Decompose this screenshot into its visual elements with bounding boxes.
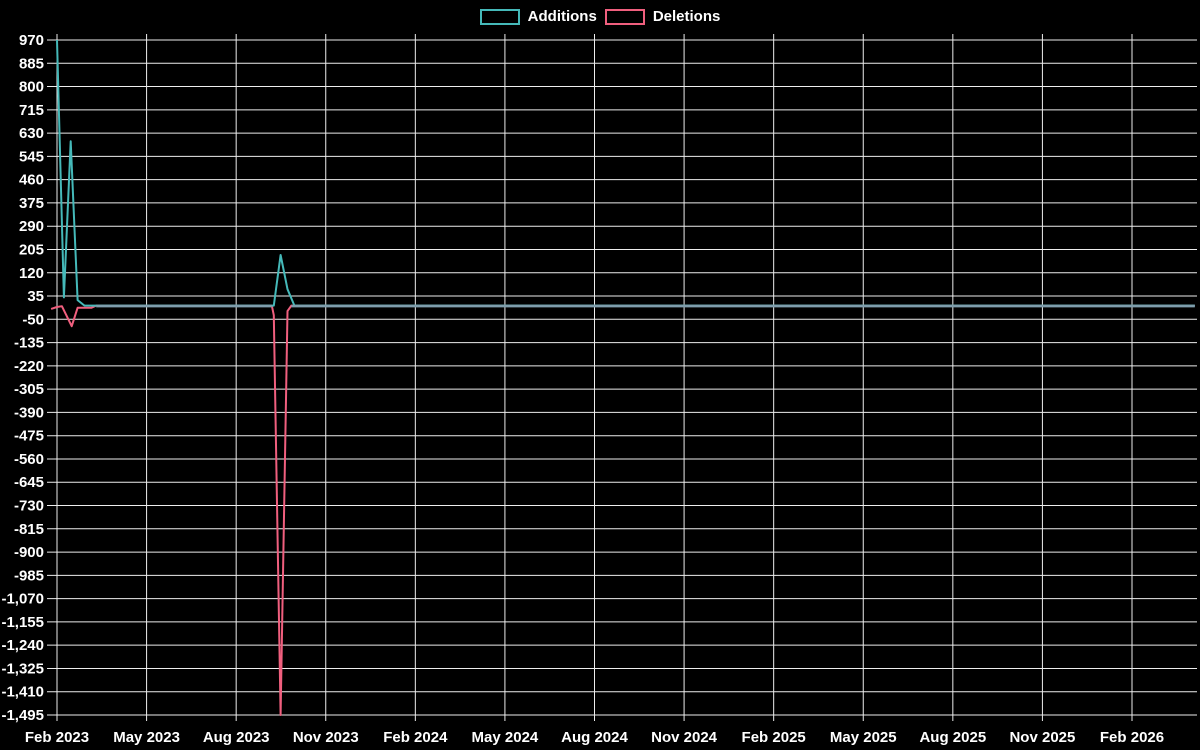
additions-legend-swatch-icon [479, 9, 520, 25]
legend-label-additions: Additions [527, 8, 597, 25]
y-axis-label: 460 [19, 172, 44, 189]
x-axis-label: Nov 2024 [651, 729, 718, 746]
x-axis-label: Feb 2025 [742, 729, 806, 746]
y-axis-label: 885 [19, 55, 44, 72]
additions-line [56, 39, 1195, 307]
y-axis-label: -900 [14, 544, 44, 561]
x-axis-label: Feb 2024 [383, 729, 448, 746]
y-axis-label: -815 [14, 521, 44, 538]
y-axis-label: 120 [19, 265, 44, 282]
y-axis-label: -305 [14, 381, 44, 398]
x-axis-label: Nov 2023 [293, 729, 359, 746]
deletions-line [50, 304, 1195, 716]
y-axis-label: -390 [14, 404, 44, 421]
x-axis-label: Feb 2023 [25, 729, 89, 746]
y-axis-label: -1,325 [1, 660, 44, 677]
legend-label-deletions: Deletions [652, 8, 721, 25]
y-axis-label: 715 [19, 102, 44, 119]
y-axis-label: 970 [19, 32, 44, 49]
x-axis-label: May 2025 [830, 729, 897, 746]
y-axis-label: -1,155 [1, 614, 44, 631]
y-axis-label: 35 [27, 288, 44, 305]
x-axis-label: Aug 2024 [561, 729, 628, 746]
y-axis-label: -1,410 [1, 684, 44, 701]
x-axis-label: Nov 2025 [1009, 729, 1075, 746]
y-axis-label: 290 [19, 218, 44, 235]
y-axis-label: -50 [22, 311, 44, 328]
y-axis-label: -475 [14, 428, 44, 445]
y-axis-label: -220 [14, 358, 44, 375]
x-axis-label: May 2023 [113, 729, 180, 746]
y-axis-label: -1,495 [1, 707, 44, 724]
x-axis-label: Aug 2025 [919, 729, 986, 746]
x-axis-label: May 2024 [472, 729, 539, 746]
y-axis-label: 800 [19, 79, 44, 96]
y-axis-label: -1,240 [1, 637, 44, 654]
y-axis-label: -1,070 [1, 591, 44, 608]
y-axis-label: 205 [19, 241, 44, 258]
deletions-legend-swatch-icon [604, 9, 645, 25]
y-axis-label: 375 [19, 195, 44, 212]
x-axis-label: Aug 2023 [203, 729, 270, 746]
y-axis-label: -560 [14, 451, 44, 468]
chart-legend: Additions Deletions [0, 9, 1200, 25]
y-axis-label: -135 [14, 335, 44, 352]
x-axis-label: Feb 2026 [1100, 729, 1164, 746]
y-axis-label: -645 [14, 474, 44, 491]
y-axis-label: 630 [19, 125, 44, 142]
y-axis-label: -985 [14, 567, 44, 584]
y-axis-label: 545 [19, 148, 44, 165]
legend-item-deletions[interactable]: Deletions [604, 8, 721, 25]
y-axis-label: -730 [14, 498, 44, 515]
legend-item-additions[interactable]: Additions [479, 8, 597, 25]
